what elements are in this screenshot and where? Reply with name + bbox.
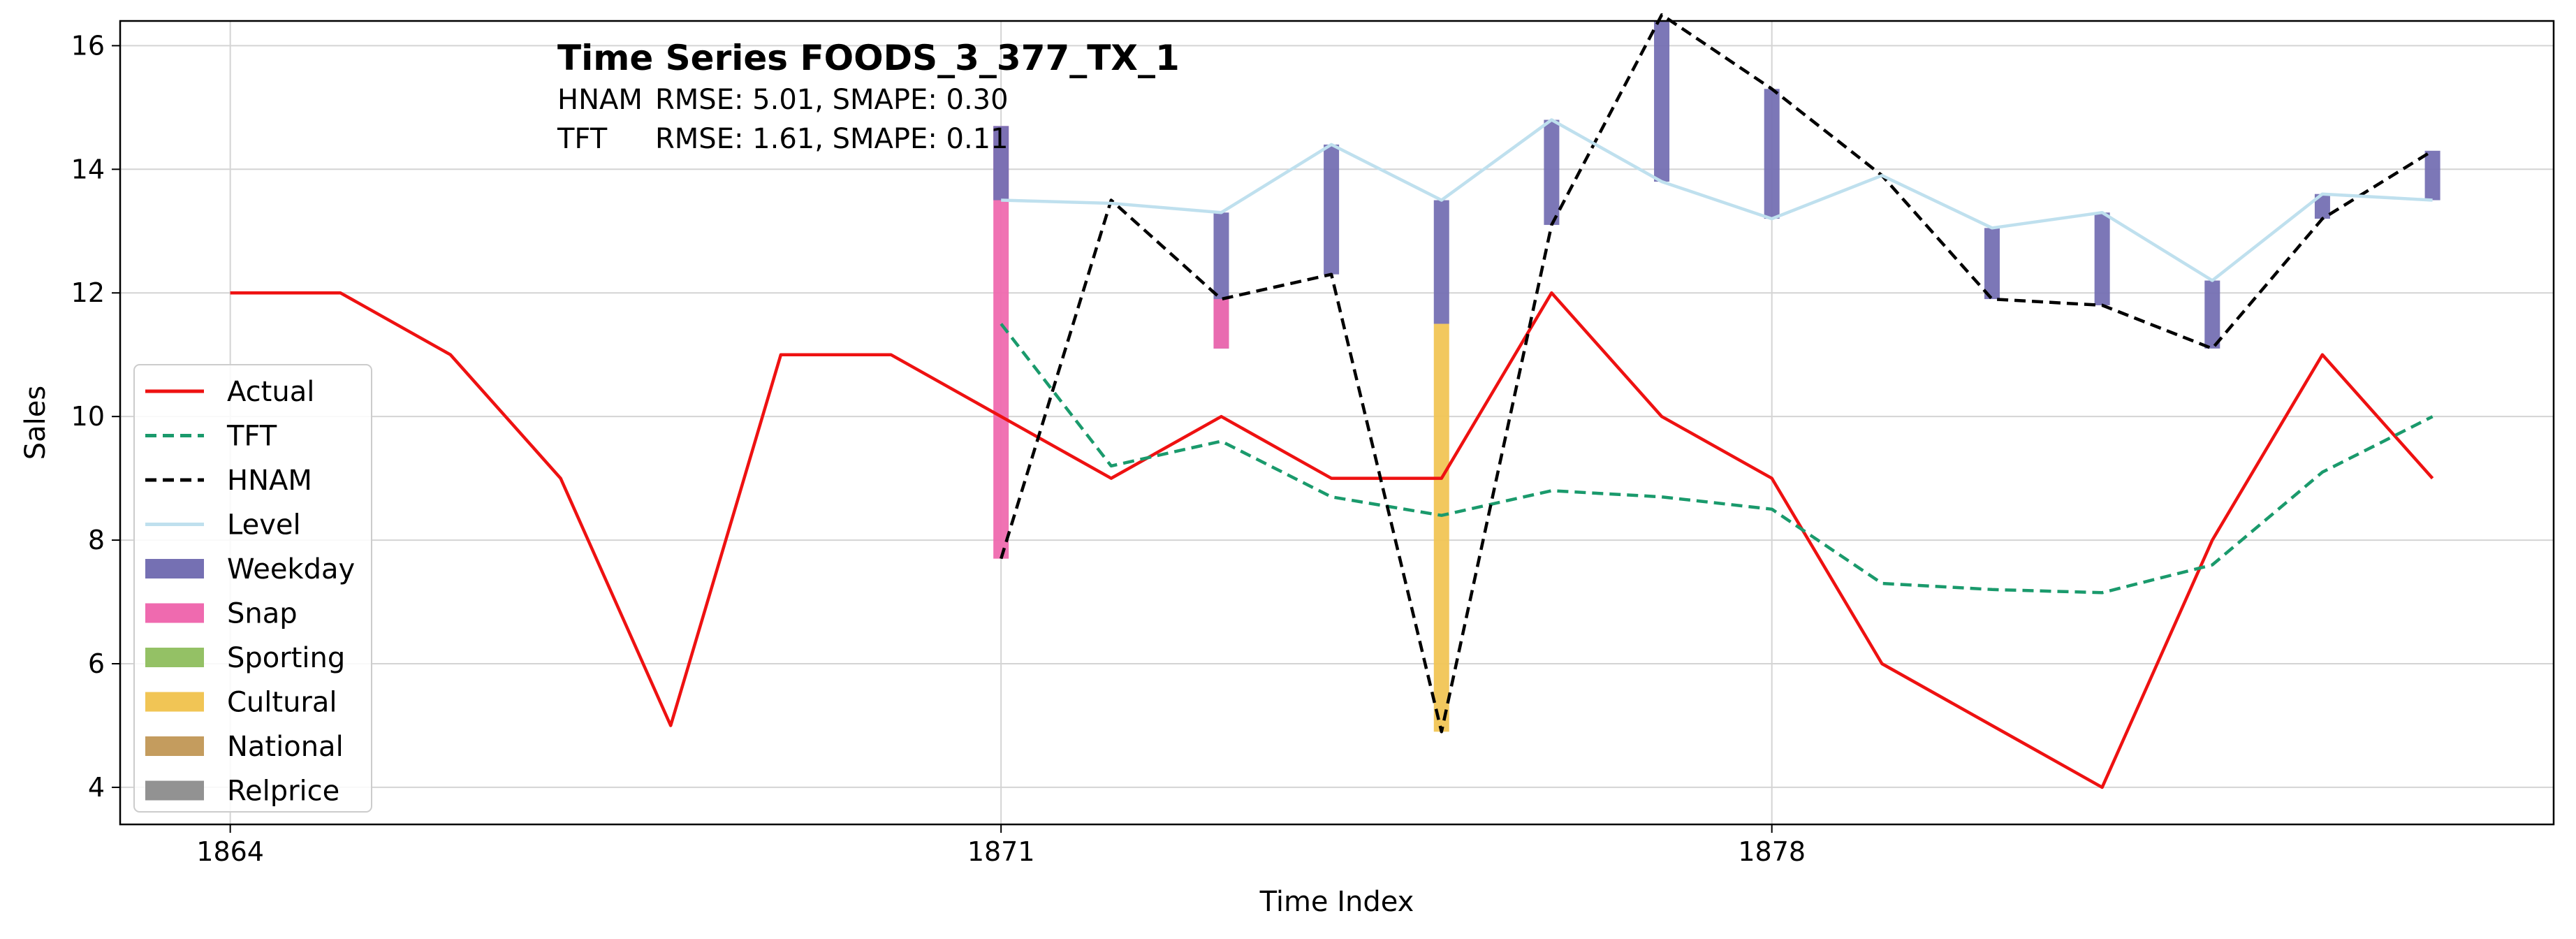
effect-bar-weekday	[1324, 144, 1340, 275]
legend-swatch-snap	[145, 603, 204, 623]
y-tick-label: 8	[88, 525, 105, 555]
ticks: 1864 1871 1878 4 6 8 10 12 14 16	[71, 30, 1806, 867]
legend: Actual TFT HNAM Level Weekday Snap Sporting Cul…	[133, 364, 372, 813]
plot-frame	[119, 20, 2555, 826]
effect-bar-weekday	[2094, 212, 2110, 305]
effect-bar-snap	[993, 126, 1009, 559]
effect-bar-weekday	[1544, 119, 1560, 225]
effect-bar-weekday	[1764, 89, 1780, 219]
x-tick-label: 1864	[196, 836, 264, 867]
y-tick-label: 4	[88, 772, 105, 803]
y-tick-label: 6	[88, 648, 105, 679]
metric-tft-values: RMSE: 1.61, SMAPE: 0.11	[655, 123, 1009, 155]
legend-label-level: Level	[227, 509, 301, 541]
series-lines	[230, 13, 2434, 789]
legend-swatch-relprice	[145, 780, 204, 801]
effect-bar-weekday	[2314, 194, 2330, 219]
y-tick-label: 16	[71, 30, 105, 61]
effect-bar-weekday	[1984, 228, 2000, 300]
legend-label-cultural: Cultural	[227, 687, 337, 719]
x-tick-label: 1871	[967, 836, 1035, 867]
metric-tft-model: TFT	[557, 123, 608, 155]
legend-label-hnam: HNAM	[227, 465, 312, 497]
effect-bar-snap	[1213, 299, 1229, 349]
legend-swatch-cultural	[145, 692, 204, 712]
legend-swatch-weekday	[145, 559, 204, 578]
y-tick-label: 12	[71, 277, 105, 308]
series-line-hnam	[1000, 13, 2434, 734]
x-tick-label: 1878	[1738, 836, 1806, 867]
series-line-tft	[1000, 323, 2434, 595]
legend-label-weekday: Weekday	[227, 553, 355, 585]
metric-hnam-values: RMSE: 5.01, SMAPE: 0.30	[655, 84, 1009, 116]
legend-label-snap: Snap	[227, 598, 298, 630]
legend-swatch-sporting	[145, 648, 204, 667]
effect-bar-weekday	[2204, 280, 2220, 349]
metric-hnam-model: HNAM	[557, 84, 643, 116]
effect-bar-weekday	[2424, 150, 2440, 201]
legend-label-relprice: Relprice	[227, 776, 339, 808]
legend-swatch-national	[145, 736, 204, 756]
legend-label-actual: Actual	[227, 376, 314, 408]
legend-label-sporting: Sporting	[227, 642, 345, 674]
chart-title: Time Series FOODS_3_377_TX_1	[557, 38, 1180, 78]
y-tick-label: 10	[71, 401, 105, 432]
series-line-actual	[230, 291, 2434, 789]
effect-bar-weekday	[993, 126, 1009, 201]
effect-bar-weekday	[1433, 200, 1449, 324]
series-line-level	[1001, 118, 2433, 282]
effect-bars	[993, 21, 2440, 732]
effect-bar-cultural	[1433, 323, 1449, 732]
effect-bar-weekday	[1654, 21, 1670, 182]
y-axis-label: Sales	[20, 386, 52, 460]
y-tick-label: 14	[71, 154, 105, 184]
legend-label-national: National	[227, 731, 344, 763]
legend-label-tft: TFT	[226, 421, 277, 453]
x-axis-label: Time Index	[1259, 886, 1414, 918]
